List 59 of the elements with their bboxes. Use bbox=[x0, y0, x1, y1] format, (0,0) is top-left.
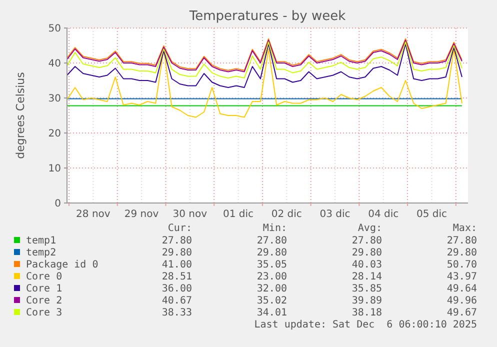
legend-label: temp1 bbox=[26, 236, 56, 246]
text: 38.18 bbox=[352, 308, 382, 318]
line-series bbox=[66, 48, 462, 118]
y-tick-label: 20 bbox=[48, 128, 61, 140]
text: Last update: Sat Dec 6 06:00:10 2025 bbox=[254, 320, 477, 330]
text: 49.64 bbox=[446, 284, 477, 294]
y-tick-label: 10 bbox=[48, 164, 61, 174]
legend-label: Core 3 bbox=[26, 308, 62, 318]
text: 23.00 bbox=[256, 272, 287, 282]
line-series bbox=[66, 42, 462, 79]
text: 29.80 bbox=[352, 248, 382, 258]
text: 28.51 bbox=[162, 272, 192, 282]
y-tick-label: 30 bbox=[48, 94, 61, 104]
x-tick-label: 01 dic bbox=[223, 209, 254, 220]
text: 40.03 bbox=[352, 260, 382, 270]
x-tick-label: 05 dic bbox=[416, 209, 447, 220]
text: 29.80 bbox=[162, 248, 192, 258]
y-tick-label: 50 bbox=[48, 24, 61, 34]
text: 49.67 bbox=[446, 308, 477, 318]
legend-label: Core 0 bbox=[26, 272, 62, 282]
text: 27.80 bbox=[446, 236, 477, 246]
text: 29.80 bbox=[446, 248, 477, 258]
text: Min: bbox=[262, 223, 287, 234]
text: 34.01 bbox=[256, 308, 287, 318]
text: 41.00 bbox=[162, 260, 192, 270]
x-tick-label: 04 dic bbox=[368, 209, 399, 220]
text: 29.80 bbox=[256, 248, 287, 258]
text: 50.70 bbox=[446, 260, 477, 270]
text: Avg: bbox=[358, 223, 382, 234]
text: 35.05 bbox=[256, 260, 287, 270]
chart-title: Temperatures - by week bbox=[188, 9, 346, 24]
x-tick-label: 30 nov bbox=[172, 209, 208, 220]
text: 28.14 bbox=[352, 272, 382, 282]
text: 32.00 bbox=[256, 284, 287, 294]
text: 39.89 bbox=[352, 296, 382, 306]
y-axis-title: degrees Celsius bbox=[14, 72, 27, 159]
text: 49.96 bbox=[446, 296, 477, 306]
legend-label: temp2 bbox=[26, 248, 56, 258]
y-tick-label: 0 bbox=[54, 198, 61, 210]
text: 27.80 bbox=[162, 236, 192, 246]
line-series bbox=[66, 43, 462, 88]
text: 27.80 bbox=[256, 236, 287, 246]
text: 27.80 bbox=[352, 236, 382, 246]
text: Max: bbox=[452, 223, 477, 234]
text: 40.67 bbox=[162, 296, 192, 306]
text: 35.85 bbox=[352, 284, 382, 294]
legend-label: Package id 0 bbox=[26, 260, 98, 270]
x-tick-label: 29 nov bbox=[124, 209, 159, 220]
legend-label: Core 2 bbox=[26, 296, 62, 306]
x-tick-label: 02 dic bbox=[271, 209, 302, 220]
text: 36.00 bbox=[162, 284, 192, 294]
x-tick-label: 03 dic bbox=[320, 209, 350, 220]
text: 38.33 bbox=[162, 308, 192, 318]
text: 43.97 bbox=[446, 272, 477, 282]
y-tick-label: 40 bbox=[48, 58, 61, 70]
text: Cur: bbox=[168, 223, 192, 234]
x-tick-label: 28 nov bbox=[76, 209, 110, 220]
legend-label: Core 1 bbox=[26, 284, 62, 294]
text: 35.02 bbox=[256, 296, 287, 306]
